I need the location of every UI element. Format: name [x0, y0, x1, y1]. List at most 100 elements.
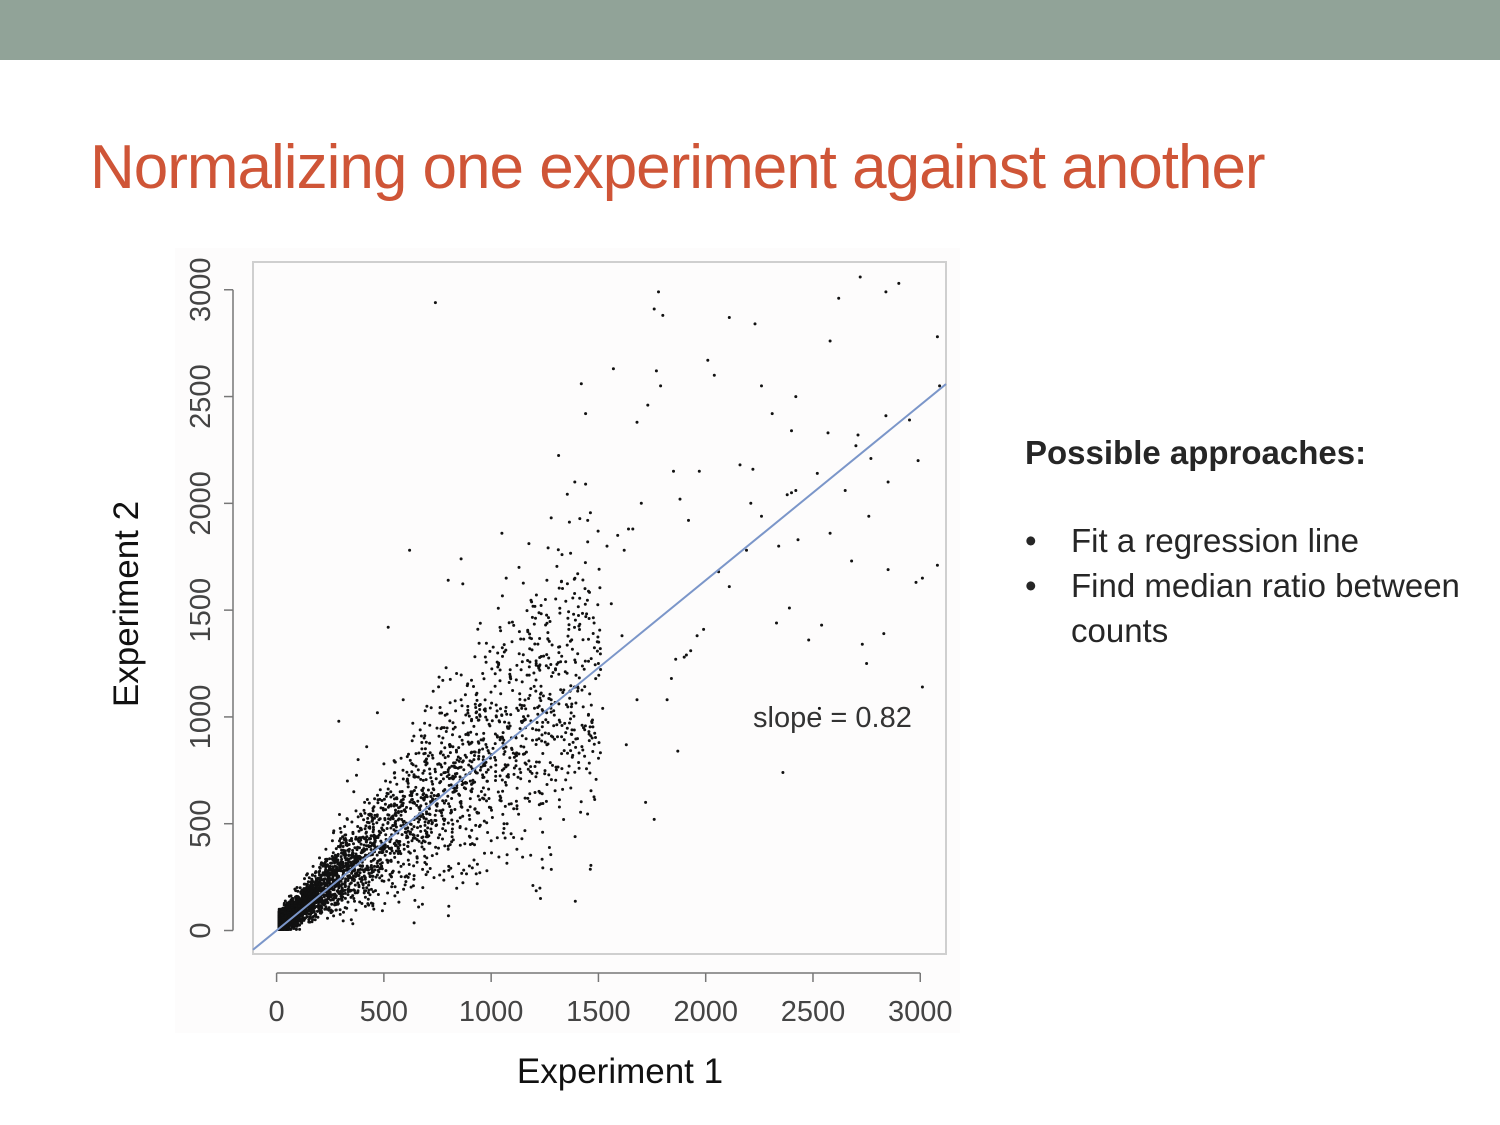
data-point — [408, 793, 412, 797]
data-point — [449, 808, 453, 812]
data-point — [394, 819, 398, 823]
data-point — [300, 889, 304, 893]
data-point — [399, 824, 403, 828]
data-point — [587, 589, 590, 593]
data-point — [343, 825, 347, 828]
data-point — [439, 773, 443, 777]
data-point — [573, 658, 577, 662]
data-point — [373, 797, 377, 801]
data-point — [473, 750, 477, 754]
data-point — [352, 888, 356, 892]
data-point — [470, 842, 474, 846]
data-point — [478, 621, 482, 625]
data-point — [601, 706, 605, 710]
data-point — [354, 809, 358, 813]
data-point — [423, 823, 427, 827]
x-tick-label: 1500 — [566, 996, 631, 1028]
data-point — [429, 795, 433, 798]
data-point — [385, 850, 389, 853]
data-point — [353, 899, 356, 903]
data-point — [540, 792, 544, 796]
data-point — [363, 895, 367, 899]
data-point — [377, 851, 381, 854]
data-point — [394, 843, 398, 847]
data-point — [535, 771, 539, 775]
data-point — [474, 693, 478, 697]
data-point — [541, 694, 545, 698]
data-point — [566, 634, 570, 638]
data-point — [455, 758, 459, 762]
data-point — [402, 847, 406, 851]
data-point — [585, 598, 589, 602]
data-point — [309, 880, 313, 884]
data-point — [365, 867, 369, 871]
data-point — [300, 911, 304, 915]
data-point — [520, 734, 524, 738]
data-point — [356, 825, 360, 828]
data-point — [697, 469, 701, 473]
data-point — [526, 714, 530, 718]
data-point — [477, 754, 481, 758]
data-point — [326, 870, 330, 874]
data-point — [591, 725, 595, 729]
data-point — [367, 903, 371, 907]
data-point — [580, 688, 584, 692]
data-point — [422, 815, 426, 819]
data-point — [586, 518, 590, 522]
data-point — [540, 857, 544, 861]
data-point — [416, 775, 420, 779]
data-point — [695, 634, 699, 638]
data-point — [345, 906, 349, 910]
data-point — [503, 720, 507, 724]
x-axis-label: Experiment 1 — [516, 1052, 724, 1091]
data-point — [657, 290, 660, 294]
data-point — [445, 726, 449, 730]
data-point — [547, 666, 550, 670]
data-point — [447, 777, 451, 780]
data-point — [512, 772, 516, 776]
data-point — [584, 482, 588, 486]
data-point — [485, 779, 489, 783]
data-point — [343, 891, 347, 895]
data-point — [386, 891, 390, 895]
data-point — [557, 702, 561, 706]
data-point — [481, 672, 485, 675]
data-point — [489, 839, 493, 843]
data-point — [425, 856, 429, 860]
data-point — [451, 822, 455, 826]
data-point — [530, 615, 534, 619]
data-point — [474, 823, 478, 827]
data-point — [359, 851, 363, 855]
data-point — [333, 896, 337, 900]
data-point — [760, 384, 763, 388]
data-point — [428, 841, 432, 845]
data-point — [588, 771, 592, 775]
data-point — [434, 809, 438, 813]
data-point — [438, 873, 442, 877]
data-point — [362, 891, 366, 895]
data-point — [396, 890, 400, 894]
data-point — [843, 489, 847, 492]
data-point — [482, 737, 486, 741]
data-point — [459, 557, 463, 561]
data-point — [289, 908, 292, 912]
data-point — [371, 825, 375, 829]
data-point — [467, 763, 471, 767]
data-point — [488, 649, 492, 653]
data-point — [375, 711, 379, 715]
data-point — [534, 889, 538, 893]
data-point — [474, 872, 478, 876]
data-point — [455, 750, 458, 754]
data-point — [459, 698, 463, 702]
data-point — [277, 921, 281, 924]
data-point — [519, 777, 523, 781]
data-point — [598, 751, 602, 755]
data-point — [504, 648, 508, 652]
data-point — [528, 647, 532, 651]
data-point — [539, 699, 543, 703]
data-point — [323, 907, 327, 911]
scatter-plot-svg: 0 500 1000 1500 2000 2500 30000500100015002000… — [175, 248, 960, 1033]
data-point — [487, 722, 491, 726]
data-point — [433, 301, 437, 305]
data-point — [587, 637, 590, 641]
